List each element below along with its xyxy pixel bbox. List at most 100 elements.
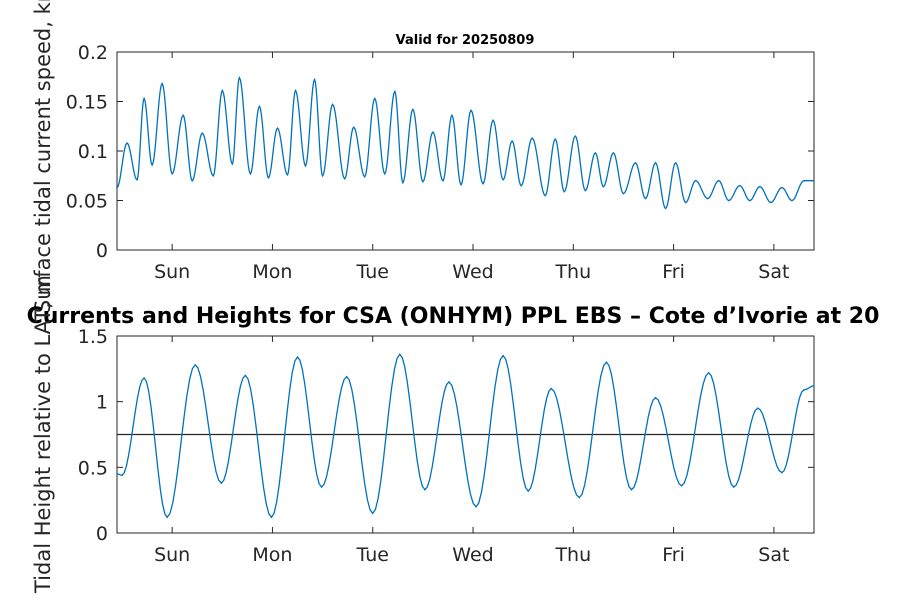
- current-speed-data-point: [412, 108, 414, 111]
- tidal-height-data-point: [296, 356, 299, 358]
- tidal-height-data-point: [527, 490, 529, 492]
- current-speed-data-point: [694, 179, 697, 182]
- current-speed-data-point: [182, 114, 184, 117]
- tidal-height-data-point: [680, 484, 683, 487]
- current-speed-data-point: [422, 180, 424, 183]
- tidal-height-xtick-label: Tue: [356, 544, 389, 566]
- tidal-height-data-point: [475, 505, 477, 508]
- current-speed-data-point: [770, 201, 772, 204]
- current-speed-data-point: [502, 178, 504, 181]
- current-speed-xtick-label: Tue: [356, 261, 389, 283]
- tidal-height-xtick-label: Thu: [554, 544, 591, 566]
- current-speed-data-point: [383, 172, 386, 175]
- current-speed-data-point: [258, 105, 261, 108]
- tidal-height-data-point: [194, 364, 197, 366]
- tidal-height-xtick-label: Sat: [758, 544, 789, 566]
- current-speed-data-point: [791, 199, 793, 202]
- current-speed-data-point: [442, 179, 444, 182]
- current-speed-data-point: [584, 189, 587, 192]
- tidal-height-ytick-label: 0: [96, 523, 108, 545]
- current-speed-data-point: [294, 89, 297, 92]
- current-speed-data-point: [520, 184, 522, 187]
- current-speed-data-point: [171, 172, 173, 175]
- current-speed-data-point: [276, 127, 279, 130]
- current-speed-xtick-label: Sat: [758, 261, 789, 283]
- current-speed-data-point: [803, 179, 805, 182]
- current-speed-ytick-label: 0.15: [66, 92, 108, 114]
- current-speed-xtick-label: Thu: [554, 261, 591, 283]
- tidal-height-xtick-label: Sun: [154, 544, 190, 566]
- current-speed-axes: 0 0.05 0.1 0.15 0.2 Sun Mon Tue Wed Thu Fri Sat Val…: [31, 0, 815, 313]
- tidal-height-data-point: [781, 471, 783, 474]
- tidal-height-data-point: [803, 389, 805, 391]
- current-speed-data-point: [116, 186, 118, 189]
- current-speed-data-point: [267, 176, 270, 179]
- tidal-height-series: [116, 353, 815, 519]
- current-speed-data-point: [363, 175, 366, 178]
- current-speed-data-point: [574, 135, 577, 137]
- tidal-height-data-point: [143, 377, 145, 379]
- current-speed-data-point: [126, 142, 128, 144]
- tidal-height-data-point: [371, 512, 374, 515]
- tidal-height-data-point: [732, 486, 735, 488]
- current-speed-data-point: [432, 131, 434, 133]
- current-speed-data-point: [554, 138, 557, 140]
- tidal-height-data-point: [166, 516, 168, 519]
- current-speed-data-point: [654, 162, 657, 164]
- current-speed-data-point: [191, 179, 194, 182]
- current-speed-data-point: [460, 183, 462, 186]
- tidal-height-data-point: [605, 361, 608, 364]
- current-speed-data-point: [373, 97, 376, 100]
- current-speed-data-point: [161, 82, 163, 85]
- current-speed-data-point: [451, 114, 453, 117]
- current-speed-ticks: 0 0.05 0.1 0.15 0.2 Sun Mon Tue Wed Thu Fri Sat: [66, 42, 814, 283]
- current-speed-data-point: [231, 163, 234, 165]
- current-speed-data-point: [749, 199, 751, 202]
- current-speed-data-point: [622, 192, 625, 195]
- current-speed-data-point: [738, 184, 741, 187]
- current-speed-ytick-label: 0: [96, 240, 108, 262]
- tidal-height-data-point: [424, 488, 426, 491]
- tidal-height-data-point: [345, 375, 348, 378]
- current-speed-xtick-label: Wed: [452, 261, 493, 283]
- tidal-height-data-point: [320, 486, 323, 488]
- tidal-height-xtick-label: Wed: [452, 544, 493, 566]
- tidal-height-data-point: [121, 474, 123, 477]
- current-speed-title: Valid for 20250809: [396, 33, 535, 48]
- current-speed-data-point: [212, 174, 215, 177]
- current-speed-xtick-label: Fri: [662, 261, 685, 283]
- current-speed-ylabel: Surface tidal current speed, kn: [31, 0, 55, 313]
- current-speed-data-point: [393, 90, 396, 93]
- tidal-height-ticks: 0 0.5 1 1.5 Sun Mon Tue Wed Thu Fri Sat: [78, 326, 814, 566]
- current-speed-xtick-label: Sun: [154, 261, 190, 283]
- current-speed-data-point: [143, 97, 145, 100]
- tidal-height-data-point: [813, 385, 815, 387]
- current-speed-data-point: [706, 197, 709, 200]
- tidal-height-axes: 0 0.5 1 1.5 Sun Mon Tue Wed Thu Fri Sat Currents a…: [27, 275, 880, 594]
- tidal-height-data-point: [448, 381, 450, 383]
- tidal-height-title: Currents and Heights for CSA (ONHYM) PPL…: [27, 304, 880, 329]
- current-speed-data-point: [304, 165, 307, 167]
- tidal-height-data-point: [707, 371, 710, 374]
- current-speed-data-point: [813, 179, 815, 182]
- current-speed-data-point: [684, 201, 687, 204]
- tidal-height-data-point: [654, 396, 657, 399]
- current-speed-data-point: [727, 199, 730, 202]
- current-speed-data-point: [136, 178, 138, 181]
- current-speed-ytick-label: 0.1: [78, 141, 108, 163]
- current-speed-data-point: [221, 89, 224, 92]
- current-speed-data-point: [321, 174, 324, 177]
- tidal-height-data-point: [757, 407, 759, 410]
- current-speed-series: [116, 75, 815, 210]
- tidal-height-data-point: [578, 496, 581, 499]
- current-speed-data-point: [634, 162, 637, 164]
- tidal-height-data-point: [220, 482, 223, 484]
- current-speed-data-point: [644, 197, 647, 200]
- current-speed-xtick-label: Mon: [252, 261, 292, 283]
- tidal-height-ytick-label: 1: [96, 392, 108, 414]
- current-speed-data-point: [563, 190, 566, 193]
- current-speed-data-point: [482, 182, 484, 185]
- current-speed-data-point: [531, 137, 533, 139]
- current-speed-data-point: [664, 207, 667, 210]
